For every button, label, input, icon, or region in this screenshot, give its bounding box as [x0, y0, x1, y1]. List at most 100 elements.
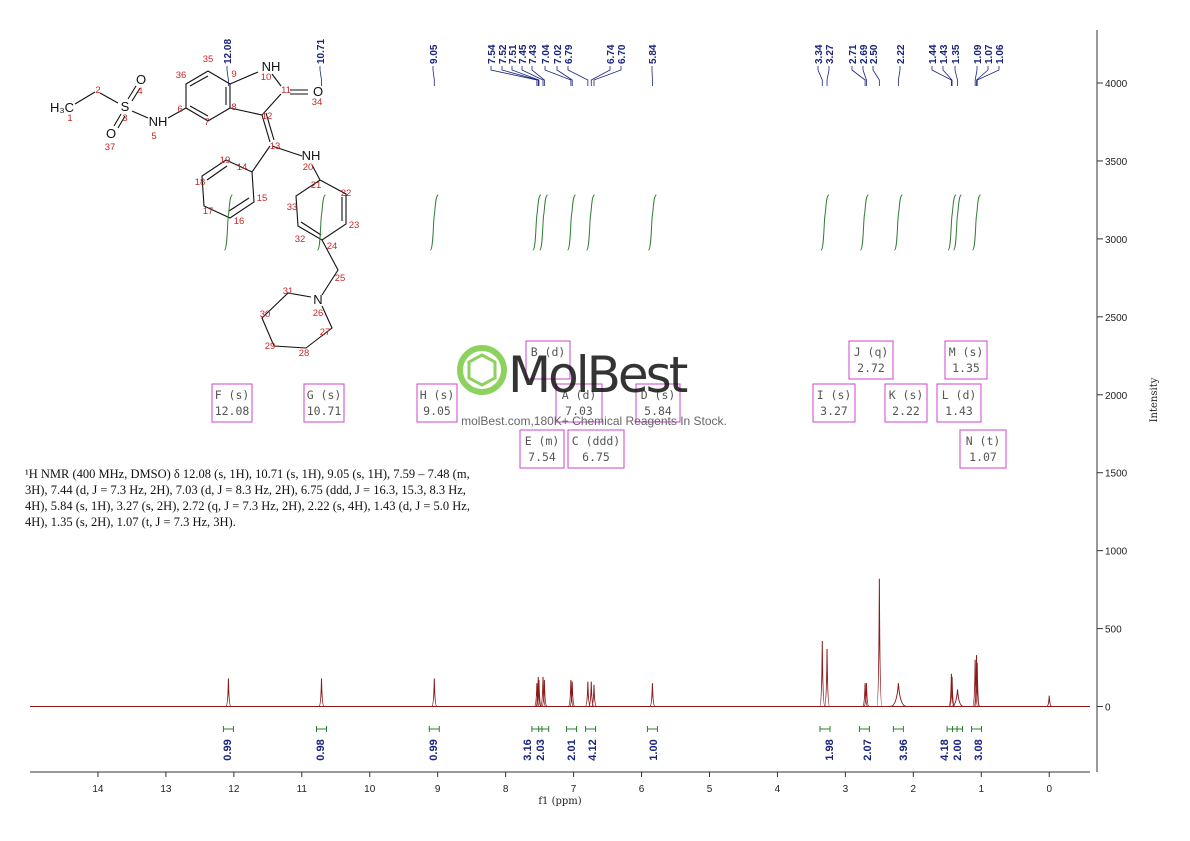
y-tick-label: 2500	[1105, 313, 1128, 324]
integral-bracket	[222, 726, 234, 732]
integral-bracket	[858, 726, 870, 732]
peak-label: 5.84	[648, 44, 659, 64]
peak-leader	[511, 66, 540, 86]
y-tick-label: 3000	[1105, 235, 1128, 246]
multiplet-box	[884, 383, 928, 423]
atom-number: 34	[312, 97, 323, 108]
peak-label: 1.35	[951, 44, 962, 64]
integral-label: 4.18	[939, 739, 951, 760]
peak	[973, 655, 980, 708]
peak-label: 9.05	[429, 44, 440, 64]
integral-label: 0.98	[315, 739, 327, 760]
peak	[951, 689, 964, 708]
multiplet-label: I (s)	[817, 388, 852, 402]
y-tick-label: 0	[1105, 703, 1111, 714]
peak-leader	[556, 66, 573, 86]
atom-number: 21	[311, 180, 322, 191]
peak	[948, 673, 955, 708]
integral-label: 0.99	[428, 739, 440, 760]
x-tick-label: 12	[228, 784, 240, 795]
peak	[541, 680, 548, 708]
peak-leader	[931, 66, 952, 86]
integral-bracket	[566, 726, 578, 732]
integral-bracket	[646, 726, 658, 732]
atom-label: O	[106, 126, 116, 141]
peak-label: 6.74	[606, 44, 617, 64]
atom-number: 17	[203, 206, 214, 217]
multiplet-box	[303, 383, 345, 423]
peak-label: 1.07	[984, 44, 995, 64]
y-tick-label: 1000	[1105, 547, 1128, 558]
integral-label: 4.12	[587, 739, 599, 760]
peak	[876, 578, 883, 708]
nmr-description: ¹H NMR (400 MHz, DMSO) δ 12.08 (s, 1H), …	[25, 467, 470, 529]
integral-curve	[223, 194, 233, 251]
peak-leader	[567, 66, 589, 86]
multiplet-shift: 3.27	[820, 404, 848, 418]
atom-number: 10	[261, 72, 272, 83]
atom-number: 5	[151, 131, 156, 142]
integral-curve	[953, 194, 962, 251]
watermark-tagline: molBest.com,180K+ Chemical Reagents In S…	[461, 414, 727, 428]
atom-number: 18	[195, 177, 206, 188]
multiplet-box	[635, 383, 681, 423]
multiplet-box	[525, 340, 571, 380]
peak	[591, 684, 597, 708]
multiplet-label: J (q)	[854, 345, 889, 359]
peak-label: 2.22	[896, 44, 907, 64]
multiplet-label: N (t)	[966, 434, 1001, 448]
atom-number: 30	[260, 309, 271, 320]
multiplet-shift: 6.75	[582, 450, 610, 464]
peak	[569, 681, 576, 708]
atom-label: O	[313, 84, 323, 99]
peak	[819, 641, 826, 708]
y-tick-label: 1500	[1105, 469, 1128, 480]
peak	[948, 676, 956, 708]
peak-label: 1.09	[973, 44, 984, 64]
axes: 14 13 12 11 10 9 8 7 6 5 4 3 2 1 0f1 (ppm)050010001500…	[30, 30, 1160, 807]
peak-label: 12.08	[223, 39, 234, 64]
atom-number: 26	[313, 308, 324, 319]
peak	[972, 659, 979, 708]
atom-number: 36	[176, 70, 187, 81]
integral-bracket	[952, 726, 963, 732]
integral-label: 3.16	[522, 739, 534, 760]
peak	[431, 678, 438, 708]
peak-leader	[490, 66, 538, 86]
x-tick-label: 2	[911, 784, 917, 795]
peak	[535, 680, 543, 708]
integral-bracket	[819, 726, 831, 732]
atom-label: S	[121, 99, 130, 114]
atom-number: 9	[231, 69, 236, 80]
x-tick-label: 6	[639, 784, 645, 795]
peak-label: 2.69	[859, 44, 870, 64]
peak-label: 7.04	[541, 44, 552, 64]
multiplet-label: C (ddd)	[572, 434, 620, 448]
multiplet-label: K (s)	[889, 388, 924, 402]
atom-number: 7	[204, 117, 209, 128]
peak-leader	[976, 66, 1000, 86]
x-axis-label: f1 (ppm)	[538, 796, 581, 807]
integral-label: 3.08	[973, 739, 985, 760]
peak-label: 2.50	[869, 44, 880, 64]
integral-label: 2.03	[535, 739, 547, 760]
peak	[974, 662, 981, 708]
multiplet-box	[211, 383, 253, 423]
atom-number: 2	[95, 85, 100, 96]
atom-number: 6	[177, 104, 182, 115]
integral-bracket	[971, 726, 983, 732]
peak	[535, 676, 542, 708]
x-tick-label: 9	[435, 784, 441, 795]
integral-curve	[820, 194, 830, 251]
x-tick-label: 7	[571, 784, 577, 795]
atom-number: 14	[237, 162, 248, 173]
peak	[534, 683, 540, 708]
multiplet-shift: 5.84	[644, 404, 672, 418]
multiplet-shift: 1.43	[945, 404, 973, 418]
y-tick-label: 4000	[1105, 79, 1128, 90]
atom-number: 20	[303, 162, 314, 173]
integral-curve	[539, 194, 548, 251]
integral-label: 1.98	[824, 739, 836, 760]
peak-label: 7.54	[487, 44, 498, 64]
